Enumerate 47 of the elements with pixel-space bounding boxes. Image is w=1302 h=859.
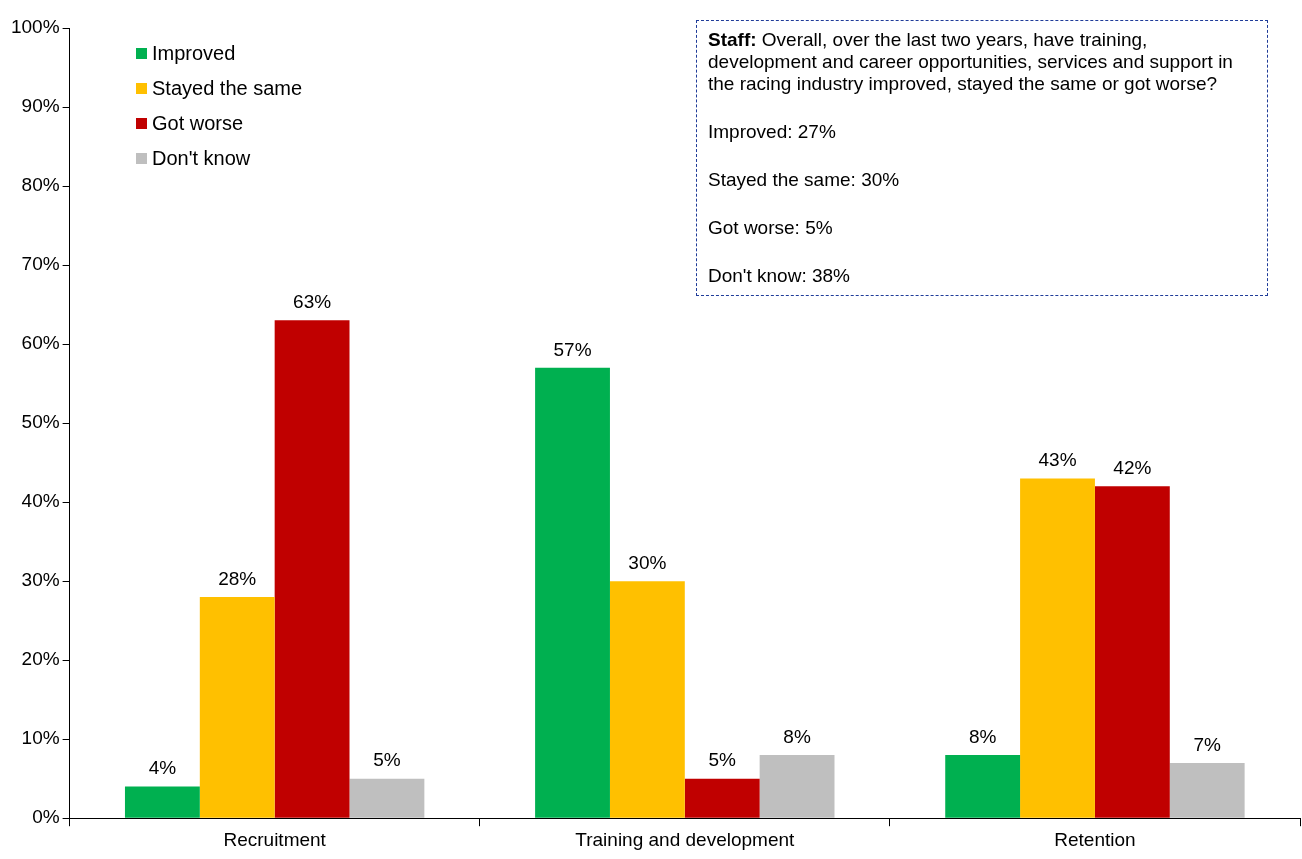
legend-label: Don't know <box>151 146 252 171</box>
data-label: 43% <box>1038 449 1077 471</box>
x-tick-label: Retention <box>1054 828 1136 850</box>
y-tick-label: 30% <box>21 569 60 591</box>
data-label: 4% <box>148 757 177 779</box>
y-tick-label: 90% <box>21 95 60 117</box>
bar <box>1094 486 1170 818</box>
bar <box>535 367 610 818</box>
annotation: Stayed the same: 30% <box>708 169 901 191</box>
annotation: Improved: 27% <box>708 121 837 143</box>
data-label: 63% <box>293 291 332 313</box>
data-label: 57% <box>553 338 592 360</box>
x-tick-label: Recruitment <box>223 828 327 850</box>
y-tick-label: 50% <box>21 411 60 433</box>
data-label: 7% <box>1193 733 1222 755</box>
x-tick-label: Training and development <box>575 828 796 850</box>
data-label: 8% <box>968 725 997 747</box>
y-tick-label: 60% <box>21 332 60 354</box>
bar <box>609 581 685 818</box>
bar <box>1169 762 1245 818</box>
y-tick-label: 80% <box>21 174 60 196</box>
data-label: 42% <box>1113 457 1152 479</box>
bar <box>945 754 1021 818</box>
y-tick-label: 10% <box>21 727 60 749</box>
bar <box>124 786 200 818</box>
data-label: 8% <box>783 725 811 747</box>
y-tick-label: 70% <box>21 253 60 275</box>
annotation: Don't know: 38% <box>708 265 851 287</box>
annotation: Staff: <box>708 29 757 50</box>
data-label: 30% <box>628 551 667 573</box>
bar <box>199 596 275 818</box>
data-label: 5% <box>373 749 401 771</box>
y-tick-label: 20% <box>21 648 60 670</box>
y-tick-label: 100% <box>10 16 60 38</box>
bar <box>684 778 760 818</box>
legend-label: Improved <box>151 41 237 66</box>
legend-label: Stayed the same <box>151 76 303 101</box>
annotation: Got worse: 5% <box>708 217 834 239</box>
legend-label: Got worse <box>151 111 245 136</box>
bar <box>759 754 835 818</box>
bar <box>274 320 350 818</box>
bar <box>349 778 425 818</box>
bar <box>1020 478 1095 818</box>
y-tick-label: 40% <box>21 490 60 512</box>
data-label: 28% <box>218 567 257 589</box>
y-tick-label: 0% <box>32 806 60 828</box>
data-label: 5% <box>708 749 737 771</box>
